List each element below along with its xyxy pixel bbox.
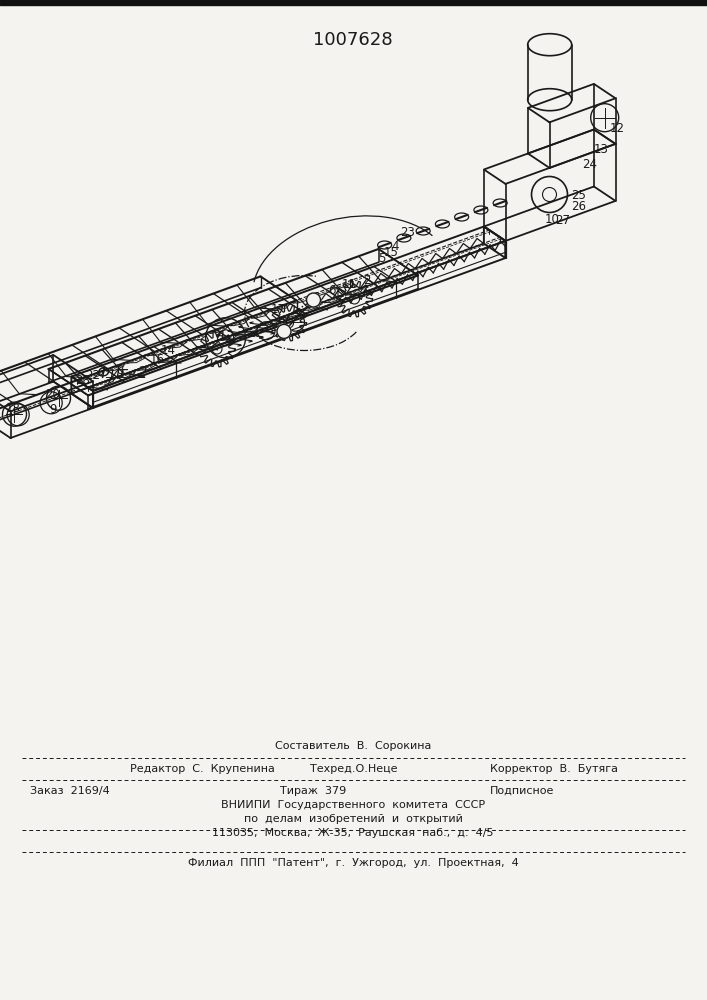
Text: ВНИИПИ  Государственного  комитета  СССР: ВНИИПИ Государственного комитета СССР bbox=[221, 800, 485, 810]
Text: Корректор  В.  Бутяга: Корректор В. Бутяга bbox=[490, 764, 618, 774]
Text: 5: 5 bbox=[378, 252, 386, 265]
Text: 12: 12 bbox=[610, 121, 625, 134]
Circle shape bbox=[307, 293, 320, 307]
Text: 25: 25 bbox=[571, 189, 586, 202]
Text: Тираж  379: Тираж 379 bbox=[280, 786, 346, 796]
Text: 18: 18 bbox=[6, 402, 21, 415]
Text: 28: 28 bbox=[76, 374, 90, 387]
Text: 22: 22 bbox=[85, 369, 100, 382]
Text: 3: 3 bbox=[312, 291, 320, 304]
Text: 14: 14 bbox=[160, 344, 175, 357]
Text: Редактор  С.  Крупенина: Редактор С. Крупенина bbox=[130, 764, 275, 774]
Text: 17: 17 bbox=[271, 303, 286, 316]
Text: 23: 23 bbox=[401, 226, 416, 239]
Text: 13: 13 bbox=[593, 143, 608, 156]
Text: Филиал  ППП  "Патент",  г.  Ужгород,  ул.  Проектная,  4: Филиал ППП "Патент", г. Ужгород, ул. Про… bbox=[187, 858, 518, 868]
Text: Подписное: Подписное bbox=[490, 786, 554, 796]
Text: Составитель  В.  Сорокина: Составитель В. Сорокина bbox=[275, 741, 431, 751]
Ellipse shape bbox=[527, 89, 572, 111]
Text: по  делам  изобретений  и  открытий: по делам изобретений и открытий bbox=[244, 814, 462, 824]
Text: 16: 16 bbox=[150, 353, 165, 366]
Text: 113035,  Москва,  Ж-35,  Раушская  наб.,  д.  4/5: 113035, Москва, Ж-35, Раушская наб., д. … bbox=[212, 828, 493, 838]
Text: 1007628: 1007628 bbox=[313, 31, 393, 49]
Text: 7: 7 bbox=[105, 376, 112, 389]
Text: 1: 1 bbox=[334, 287, 341, 300]
Text: 10: 10 bbox=[545, 213, 560, 226]
Ellipse shape bbox=[527, 34, 572, 56]
Text: Техред.О.Неце: Техред.О.Неце bbox=[310, 764, 397, 774]
Text: Фиг. 2: Фиг. 2 bbox=[98, 366, 148, 381]
Text: Заказ  2169/4: Заказ 2169/4 bbox=[30, 786, 110, 796]
Text: 6: 6 bbox=[329, 284, 336, 297]
Text: 26: 26 bbox=[571, 200, 586, 213]
Circle shape bbox=[277, 324, 291, 338]
Text: 24: 24 bbox=[583, 158, 597, 171]
Text: 4: 4 bbox=[391, 240, 399, 253]
Text: 8: 8 bbox=[116, 364, 123, 377]
Text: 2: 2 bbox=[363, 274, 370, 288]
Text: 9: 9 bbox=[49, 403, 57, 416]
Text: 11: 11 bbox=[341, 278, 356, 291]
Text: 27: 27 bbox=[555, 214, 570, 227]
Text: 20: 20 bbox=[45, 388, 59, 401]
Text: 15: 15 bbox=[384, 245, 399, 258]
